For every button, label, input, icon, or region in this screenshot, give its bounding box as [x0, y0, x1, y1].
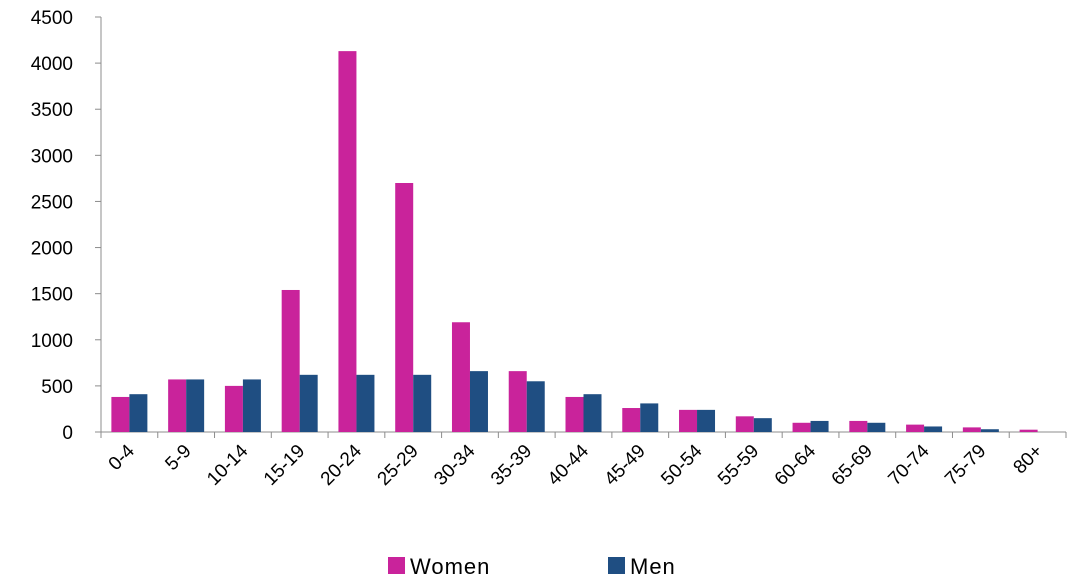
x-tick-label: 55-59 [714, 441, 763, 490]
bar-men-65-69 [867, 422, 886, 432]
bar-men-75-79 [980, 429, 999, 432]
bar-men-25-29 [413, 374, 432, 432]
bar-women-10-14 [224, 385, 243, 432]
y-tick-label: 2500 [31, 192, 73, 213]
legend-item-men: Men [608, 554, 676, 579]
y-tick-label: 3500 [31, 100, 73, 121]
x-tick-label: 0-4 [105, 440, 140, 475]
x-tick-label: 45-49 [601, 441, 650, 490]
bar-men-55-59 [753, 418, 772, 432]
legend: Women Men [388, 554, 676, 579]
x-tick-label: 10-14 [203, 440, 253, 490]
bar-men-20-24 [356, 374, 375, 432]
bar-women-40-44 [565, 396, 584, 432]
bar-men-10-14 [242, 379, 261, 432]
bar-women-70-74 [906, 424, 925, 432]
y-tick-label: 2000 [31, 239, 73, 260]
x-axis: 0-4 5-9 10-14 15-19 20-24 25-29 30-34 35-39 40-4… [100, 431, 1067, 490]
bar-women-45-49 [622, 408, 641, 432]
bar-men-15-19 [299, 374, 318, 432]
bar-men-5-9 [186, 379, 205, 432]
x-tick-label: 20-24 [317, 440, 367, 490]
bar-women-25-29 [395, 183, 414, 432]
x-tick-label: 75-79 [941, 441, 990, 490]
x-tick-label: 30-34 [430, 440, 480, 490]
bar-men-60-64 [810, 420, 829, 432]
x-tick-label: 80+ [1010, 441, 1048, 479]
x-tick-label: 40-44 [544, 440, 594, 490]
y-tick-label: 500 [41, 377, 73, 398]
y-tick-label: 4500 [31, 8, 73, 29]
y-tick-label: 1000 [31, 331, 73, 352]
bar-men-50-54 [697, 409, 716, 432]
x-tick-label: 70-74 [884, 440, 934, 490]
bar-women-65-69 [849, 420, 868, 432]
x-tick-label: 35-39 [487, 441, 536, 490]
bar-men-70-74 [924, 426, 943, 432]
bar-women-35-39 [508, 371, 527, 432]
legend-label: Men [630, 554, 676, 579]
y-tick-label: 1500 [31, 285, 73, 306]
x-tick-label: 65-69 [828, 441, 877, 490]
y-tick-label: 3000 [31, 146, 73, 167]
x-tick-label: 15-19 [260, 441, 309, 490]
legend-swatch [608, 557, 625, 574]
bar-men-30-34 [469, 371, 488, 432]
bar-women-80+ [1019, 429, 1038, 432]
legend-swatch [388, 557, 405, 574]
bar-women-30-34 [451, 322, 470, 432]
bar-men-0-4 [129, 394, 148, 432]
x-tick-label: 5-9 [161, 441, 195, 475]
legend-label: Women [410, 554, 490, 579]
bar-men-35-39 [526, 381, 545, 432]
legend-item-women: Women [388, 554, 490, 579]
bar-women-75-79 [962, 427, 981, 432]
x-tick-label: 50-54 [657, 440, 707, 490]
bar-women-50-54 [679, 409, 698, 432]
bar-women-60-64 [792, 422, 811, 432]
y-axis: 0 500 1000 1500 2000 2500 3000 3500 4000 4500 [31, 8, 102, 444]
bar-men-40-44 [583, 394, 602, 432]
bar-women-15-19 [281, 289, 300, 432]
bar-women-55-59 [735, 416, 754, 432]
x-tick-label: 60-64 [771, 440, 821, 490]
bar-women-0-4 [111, 396, 130, 432]
bars [111, 51, 1038, 432]
bar-men-45-49 [640, 403, 659, 432]
x-tick-label: 25-29 [374, 441, 423, 490]
y-tick-label: 0 [62, 423, 73, 444]
bar-women-20-24 [338, 51, 357, 432]
bar-women-5-9 [168, 379, 187, 432]
y-tick-label: 4000 [31, 54, 73, 75]
